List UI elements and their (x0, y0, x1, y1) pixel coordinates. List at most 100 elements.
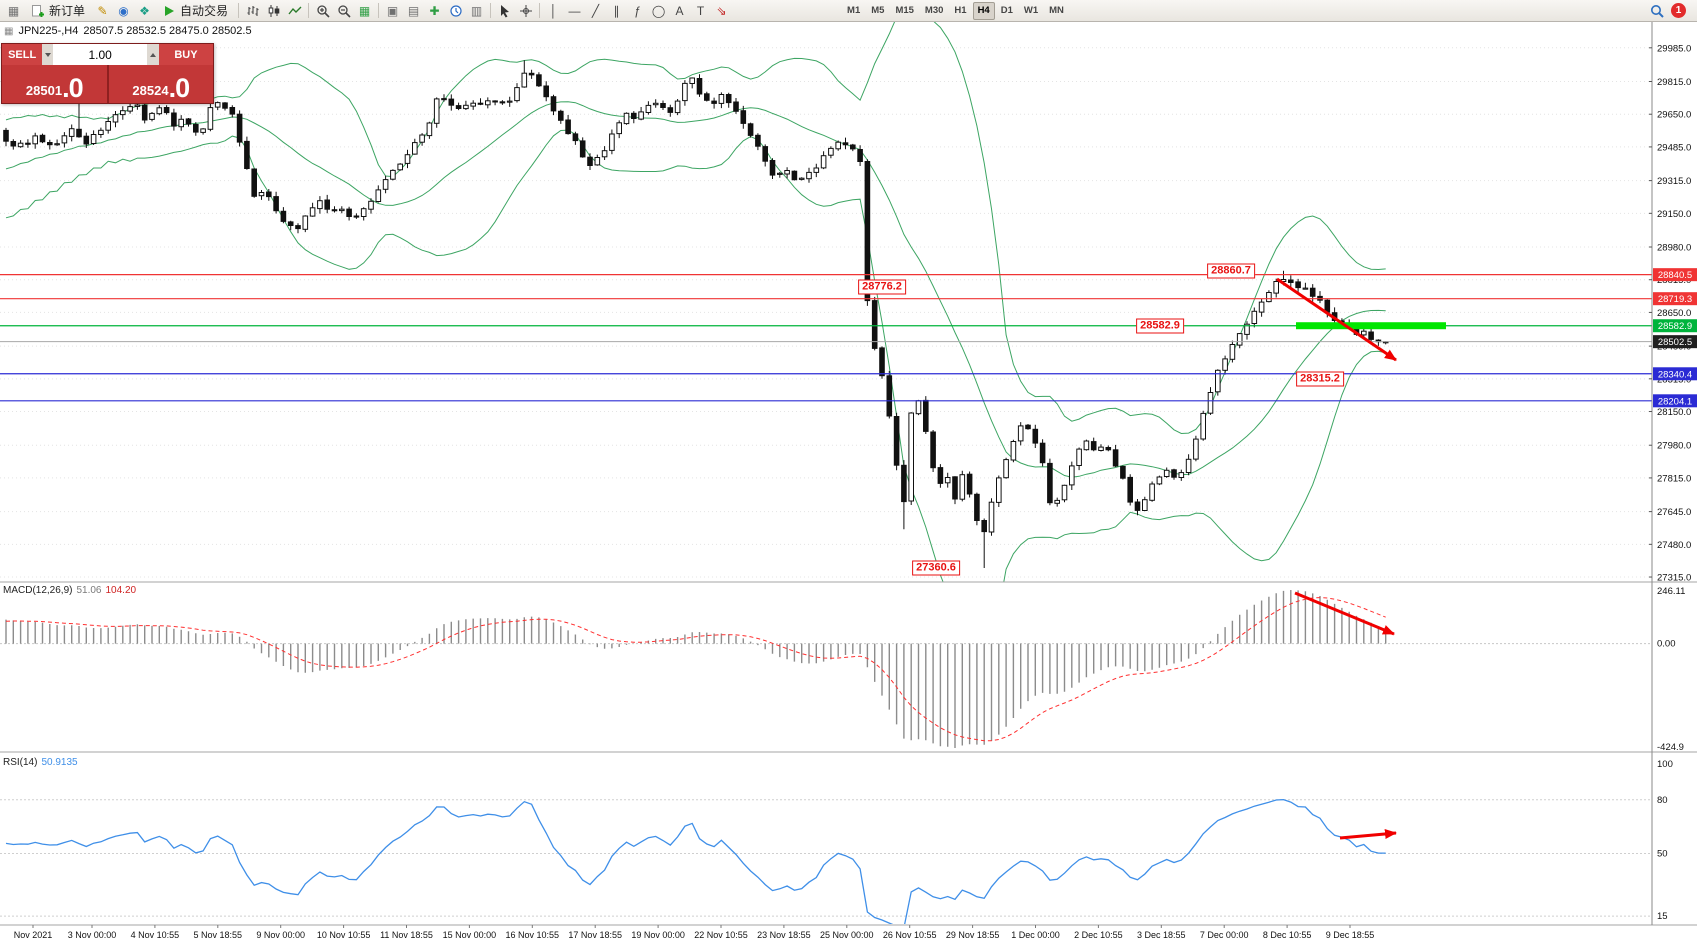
svg-text:1 Dec 00:00: 1 Dec 00:00 (1011, 930, 1060, 940)
svg-text:27315.0: 27315.0 (1657, 573, 1691, 584)
timeframe-m5[interactable]: M5 (866, 2, 889, 20)
add-chart-icon[interactable]: ✚ (424, 1, 445, 20)
chart-info-line: ▦ JPN225-,H4 28507.5 28532.5 28475.0 285… (4, 25, 252, 37)
bollinger-bands (5, 22, 1386, 582)
svg-text:0.00: 0.00 (1657, 639, 1676, 650)
label-icon[interactable]: T (690, 1, 711, 20)
callout-27360[interactable]: 27360.6 (912, 560, 960, 576)
chart-window-icon: ▦ (4, 25, 14, 37)
rsi-flat-arrow[interactable] (1339, 828, 1397, 840)
timeframe-h4[interactable]: H4 (972, 1, 995, 20)
bar-chart-icon[interactable] (242, 1, 263, 20)
svg-text:29650.0: 29650.0 (1657, 110, 1691, 121)
chevron-up-icon (150, 52, 157, 57)
price-axis[interactable]: 29985.0 29815.0 29650.0 29485.0 29315.0 29150… (1649, 43, 1697, 922)
toolbar-separator (378, 3, 380, 18)
svg-text:27980.0: 27980.0 (1657, 441, 1691, 452)
svg-text:7 Dec 00:00: 7 Dec 00:00 (1200, 930, 1249, 940)
timeframe-d1[interactable]: D1 (996, 2, 1018, 20)
toolbar-separator (539, 3, 541, 18)
toolbar-separator (238, 3, 240, 18)
auto-arrange-icon[interactable]: ▣ (382, 1, 403, 20)
svg-text:16 Nov 10:55: 16 Nov 10:55 (506, 930, 560, 940)
svg-text:27815.0: 27815.0 (1657, 473, 1691, 484)
sell-price[interactable]: 28501.0 (2, 65, 107, 103)
period-icon[interactable] (445, 1, 466, 20)
price-tag-28840.5: 28840.5 (1653, 268, 1697, 282)
callout-28776[interactable]: 28776.2 (858, 279, 906, 295)
sell-button[interactable]: SELL (2, 44, 43, 65)
callout-28315[interactable]: 28315.2 (1296, 371, 1344, 387)
rsi-header: RSI(14) 50.9135 (3, 757, 78, 768)
channel-icon[interactable]: ∥ (606, 1, 627, 20)
svg-text:25 Nov 00:00: 25 Nov 00:00 (820, 930, 874, 940)
buy-price[interactable]: 28524.0 (108, 65, 213, 103)
market-watch-icon[interactable]: ◉ (113, 1, 134, 20)
metaeditor-icon[interactable]: ✎ (92, 1, 113, 20)
crosshair-icon[interactable] (515, 1, 536, 20)
highlight-support-bar[interactable] (1296, 322, 1446, 330)
svg-text:11 Nov 18:55: 11 Nov 18:55 (380, 930, 433, 940)
buy-button[interactable]: BUY (158, 44, 213, 65)
charts-window-icon[interactable]: ▦ (3, 1, 24, 20)
timeframe-m30[interactable]: M30 (920, 2, 948, 20)
time-axis[interactable]: Nov 2021 3 Nov 00:00 4 Nov 10:55 5 Nov 18:5… (14, 925, 1375, 940)
volume-input[interactable] (53, 44, 148, 65)
timeframe-w1[interactable]: W1 (1019, 2, 1043, 20)
svg-text:3 Nov 00:00: 3 Nov 00:00 (68, 930, 117, 940)
zoom-in-icon[interactable] (312, 1, 333, 20)
svg-text:27645.0: 27645.0 (1657, 507, 1691, 518)
svg-text:-424.9: -424.9 (1657, 742, 1684, 753)
line-chart-icon[interactable] (284, 1, 305, 20)
svg-text:22 Nov 10:55: 22 Nov 10:55 (694, 930, 748, 940)
svg-text:Nov 2021: Nov 2021 (14, 930, 53, 940)
horizontal-line-icon[interactable]: — (564, 1, 585, 20)
text-icon[interactable]: A (669, 1, 690, 20)
svg-text:3 Dec 18:55: 3 Dec 18:55 (1137, 930, 1186, 940)
price-downtrend-arrow[interactable] (1276, 277, 1397, 362)
svg-text:8 Dec 10:55: 8 Dec 10:55 (1263, 930, 1312, 940)
timeframe-m15[interactable]: M15 (890, 2, 918, 20)
svg-text:50: 50 (1657, 849, 1668, 860)
timeframe-switcher: M1 M5 M15 M30 H1 H4 D1 W1 MN (842, 1, 1069, 20)
search-icon[interactable] (1646, 1, 1667, 20)
svg-text:29 Nov 18:55: 29 Nov 18:55 (946, 930, 1000, 940)
chevron-down-icon (44, 52, 51, 57)
tile-windows-icon[interactable]: ▦ (354, 1, 375, 20)
svg-text:28840.5: 28840.5 (1658, 270, 1692, 281)
timeframe-m1[interactable]: M1 (842, 2, 865, 20)
cursor-icon[interactable] (494, 1, 515, 20)
templates-icon[interactable]: ▥ (466, 1, 487, 20)
vertical-line-icon[interactable]: │ (543, 1, 564, 20)
navigator-icon[interactable]: ❖ (134, 1, 155, 20)
cascade-windows-icon[interactable]: ▤ (403, 1, 424, 20)
fibonacci-icon[interactable]: ƒ (627, 1, 648, 20)
candlestick-chart-icon[interactable] (263, 1, 284, 20)
trendline-icon[interactable]: ╱ (585, 1, 606, 20)
timeframe-mn[interactable]: MN (1044, 2, 1069, 20)
callout-28582[interactable]: 28582.9 (1136, 318, 1184, 334)
timeframe-h1[interactable]: H1 (949, 2, 971, 20)
autotrading-button[interactable]: 自动交易 (155, 1, 235, 20)
zoom-out-icon[interactable] (333, 1, 354, 20)
svg-text:15: 15 (1657, 911, 1668, 922)
svg-text:23 Nov 18:55: 23 Nov 18:55 (757, 930, 811, 940)
toolbar: ▦ 新订单 ✎ ◉ ❖ 自动交易 ▦ ▣ ▤ ✚ ▥ │ — ╱ ∥ ƒ ◯ A T ⇘ M1 M5 M15 M30 H1 H4 D… (0, 0, 1697, 22)
svg-text:17 Nov 18:55: 17 Nov 18:55 (568, 930, 622, 940)
shapes-icon[interactable]: ◯ (648, 1, 669, 20)
volume-decrease-button[interactable] (42, 44, 54, 65)
toolbar-separator (308, 3, 310, 18)
symbol-period-label: JPN225-,H4 (18, 25, 79, 37)
callout-28860[interactable]: 28860.7 (1207, 263, 1255, 279)
new-order-button[interactable]: 新订单 (24, 1, 92, 20)
notification-badge[interactable]: 1 (1671, 3, 1686, 18)
toolbar-separator (490, 3, 492, 18)
svg-text:28719.3: 28719.3 (1658, 294, 1692, 305)
svg-text:29485.0: 29485.0 (1657, 142, 1691, 153)
macd-downtrend-arrow[interactable] (1294, 591, 1395, 636)
volume-increase-button[interactable] (147, 44, 159, 65)
arrows-tool-icon[interactable]: ⇘ (711, 1, 732, 20)
svg-text:28650.0: 28650.0 (1657, 308, 1691, 319)
svg-text:27480.0: 27480.0 (1657, 540, 1691, 551)
